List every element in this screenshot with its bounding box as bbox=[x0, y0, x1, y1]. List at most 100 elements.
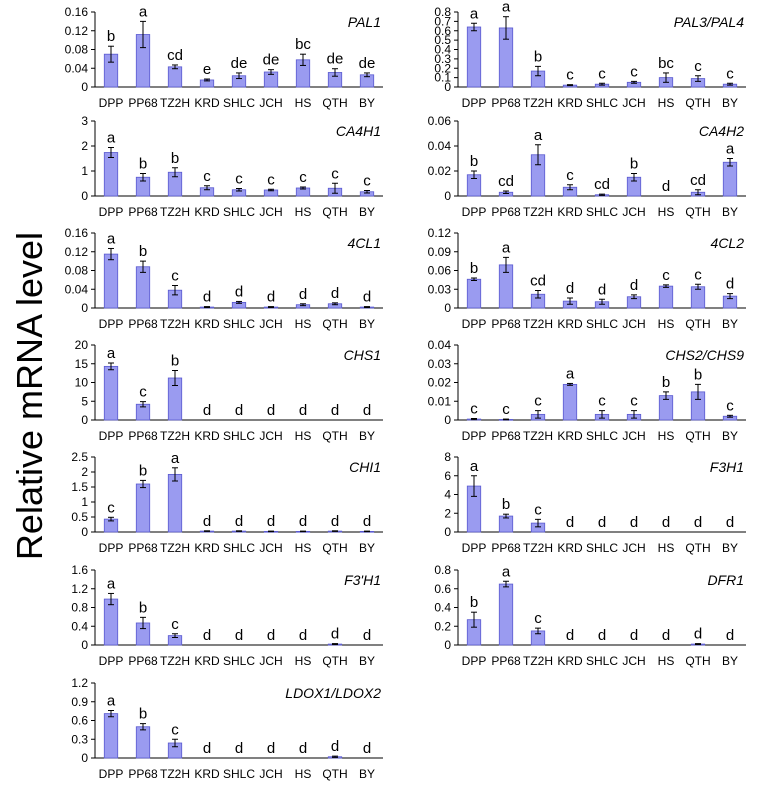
x-tick-label: HS bbox=[295, 541, 312, 555]
significance-letter: c bbox=[470, 401, 478, 418]
x-tick-label: BY bbox=[359, 429, 375, 443]
significance-letter: b bbox=[139, 462, 147, 479]
y-tick-label: 0.6 bbox=[434, 24, 451, 38]
significance-letter: d bbox=[726, 514, 734, 531]
x-tick-label: JCH bbox=[622, 654, 645, 668]
y-tick-label: 0.8 bbox=[434, 5, 451, 19]
significance-letter: d bbox=[267, 289, 275, 306]
significance-letter: c bbox=[566, 167, 574, 184]
significance-letter: d bbox=[566, 627, 574, 644]
x-tick-label: QTH bbox=[322, 541, 347, 555]
significance-letter: d bbox=[299, 513, 307, 530]
y-tick-label: 0.04 bbox=[428, 139, 452, 153]
x-tick-label: KRD bbox=[557, 96, 583, 110]
x-tick-label: PP68 bbox=[128, 317, 158, 331]
significance-letter: d bbox=[566, 280, 574, 297]
significance-letter: d bbox=[331, 738, 339, 755]
bar bbox=[103, 713, 119, 759]
x-tick-label: KRD bbox=[557, 205, 583, 219]
bar bbox=[690, 286, 706, 309]
x-tick-label: PP68 bbox=[128, 541, 158, 555]
bar bbox=[135, 726, 151, 759]
significance-letter: d bbox=[235, 513, 243, 530]
significance-letter: c bbox=[107, 499, 115, 516]
significance-letter: d bbox=[598, 627, 606, 644]
bar bbox=[167, 66, 183, 88]
significance-letter: d bbox=[235, 402, 243, 419]
y-tick-label: 0 bbox=[81, 301, 88, 315]
x-tick-label: KRD bbox=[194, 205, 220, 219]
x-tick-label: DPP bbox=[99, 654, 124, 668]
y-tick-label: 1.6 bbox=[71, 563, 88, 577]
significance-letter: a bbox=[107, 693, 116, 710]
bar bbox=[103, 598, 119, 646]
significance-letter: c bbox=[662, 267, 670, 284]
y-tick-label: 0.02 bbox=[428, 164, 452, 178]
x-tick-label: TZ2H bbox=[523, 429, 553, 443]
x-tick-label: TZ2H bbox=[160, 317, 190, 331]
x-tick-label: SHLC bbox=[586, 541, 618, 555]
x-tick-label: SHLC bbox=[586, 96, 618, 110]
significance-letter: bc bbox=[295, 36, 311, 53]
x-tick-label: QTH bbox=[685, 541, 710, 555]
significance-letter: d bbox=[203, 289, 211, 306]
y-tick-label: 0 bbox=[444, 638, 451, 652]
panel-title: F3H1 bbox=[710, 459, 744, 475]
x-tick-label: QTH bbox=[322, 317, 347, 331]
x-tick-label: SHLC bbox=[223, 429, 255, 443]
y-tick-label: 0.4 bbox=[434, 43, 451, 57]
significance-letter: d bbox=[694, 626, 702, 643]
x-tick-label: KRD bbox=[194, 654, 220, 668]
x-tick-label: SHLC bbox=[223, 654, 255, 668]
significance-letter: d bbox=[235, 283, 243, 300]
significance-letter: d bbox=[630, 514, 638, 531]
y-tick-label: 0.2 bbox=[434, 61, 451, 75]
x-tick-label: TZ2H bbox=[523, 541, 553, 555]
significance-letter: c bbox=[726, 397, 734, 414]
significance-letter: c bbox=[139, 384, 147, 401]
x-tick-label: HS bbox=[295, 205, 312, 219]
panel-chi1: 00.511.522.5 c DPP b PP68 a TZ2H d KRD d SHLC d JCH d… bbox=[71, 450, 383, 555]
y-tick-label: 0.9 bbox=[71, 695, 88, 709]
x-tick-label: TZ2H bbox=[160, 541, 190, 555]
y-tick-label: 0.7 bbox=[434, 14, 451, 28]
panel-title: 4CL2 bbox=[711, 235, 745, 251]
significance-letter: b bbox=[107, 28, 115, 45]
x-tick-label: JCH bbox=[259, 96, 282, 110]
x-tick-label: SHLC bbox=[586, 205, 618, 219]
significance-letter: d bbox=[363, 513, 371, 530]
significance-letter: a bbox=[470, 5, 479, 22]
x-tick-label: PP68 bbox=[128, 96, 158, 110]
x-tick-label: BY bbox=[722, 317, 738, 331]
significance-letter: d bbox=[331, 402, 339, 419]
significance-letter: d bbox=[630, 277, 638, 294]
significance-letter: c bbox=[534, 393, 542, 410]
bar bbox=[103, 253, 119, 309]
significance-letter: d bbox=[235, 740, 243, 757]
significance-letter: d bbox=[267, 402, 275, 419]
significance-letter: e bbox=[203, 61, 211, 78]
significance-letter: b bbox=[171, 150, 179, 167]
significance-letter: a bbox=[107, 130, 116, 147]
y-tick-label: 0.03 bbox=[428, 357, 452, 371]
significance-letter: b bbox=[139, 243, 147, 260]
x-tick-label: DPP bbox=[99, 96, 124, 110]
significance-letter: d bbox=[363, 402, 371, 419]
significance-letter: c bbox=[363, 173, 371, 190]
x-tick-label: DPP bbox=[462, 96, 487, 110]
panel-f3-h1: 0 0.4 0.8 1.2 1.6 a DPP b PP68 c TZ2H d KRD d SHLC d JCH… bbox=[71, 563, 383, 668]
y-tick-label: 0 bbox=[444, 301, 451, 315]
panel-ca4h2: 0 0.02 0.04 0.06 b DPP cd PP68 a TZ2H c KRD cd SHLC b J… bbox=[428, 114, 746, 219]
significance-letter: de bbox=[231, 55, 248, 72]
x-tick-label: SHLC bbox=[586, 654, 618, 668]
significance-letter: a bbox=[171, 450, 180, 467]
x-tick-label: PP68 bbox=[128, 205, 158, 219]
y-tick-label: 20 bbox=[75, 338, 89, 352]
significance-letter: b bbox=[662, 374, 670, 391]
x-tick-label: PP68 bbox=[491, 317, 521, 331]
x-tick-label: TZ2H bbox=[160, 654, 190, 668]
x-tick-label: DPP bbox=[462, 205, 487, 219]
significance-letter: b bbox=[139, 599, 147, 616]
x-tick-label: KRD bbox=[194, 429, 220, 443]
